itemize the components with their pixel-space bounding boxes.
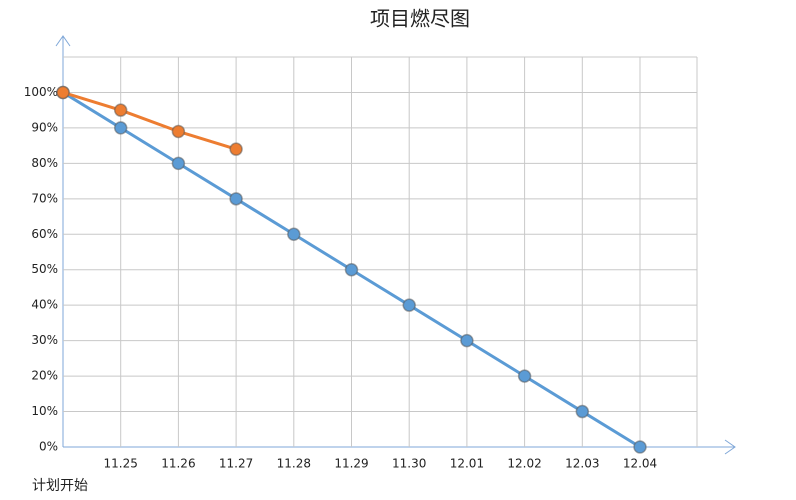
x-tick-label: 11.29 [334, 457, 368, 471]
data-point [171, 156, 186, 171]
data-point [229, 192, 243, 206]
y-tick-label: 10% [31, 404, 58, 418]
y-tick-label: 70% [31, 191, 58, 205]
data-point [287, 227, 301, 242]
series-line [62, 91, 237, 151]
y-tick-label: 50% [31, 262, 58, 276]
x-tick-label: 12.03 [565, 457, 599, 471]
x-tick-label: 11.27 [219, 457, 253, 471]
x-tick-label: 11.28 [277, 457, 311, 471]
x-tick-label: 11.26 [161, 457, 195, 471]
data-point [56, 85, 70, 100]
data-point [402, 298, 416, 312]
y-tick-label: 30% [31, 333, 58, 347]
chart-title: 项目燃尽图 [370, 7, 470, 31]
x-tick-label: 12.01 [450, 457, 484, 471]
y-tick-label: 40% [31, 298, 58, 312]
y-tick-label: 100% [24, 85, 58, 99]
y-tick-label: 80% [31, 156, 58, 170]
y-tick-label: 0% [39, 440, 58, 454]
y-tick-label: 60% [31, 227, 58, 241]
y-tick-label: 90% [31, 120, 58, 134]
data-point [575, 404, 590, 419]
axes [55, 35, 736, 455]
x-tick-label: 计划开始 [32, 478, 88, 494]
data-point [633, 440, 647, 454]
data-point [229, 142, 243, 156]
data-point [460, 333, 474, 348]
data-point [344, 262, 359, 277]
data-point [113, 103, 128, 117]
x-tick-label: 11.25 [104, 457, 138, 471]
x-tick-label: 12.02 [507, 457, 541, 471]
data-point [517, 369, 532, 383]
x-tick-label: 12.04 [623, 457, 657, 471]
data-point [171, 124, 186, 139]
data-point [113, 121, 128, 135]
y-tick-label: 20% [31, 369, 58, 383]
x-tick-label: 11.30 [392, 457, 426, 471]
